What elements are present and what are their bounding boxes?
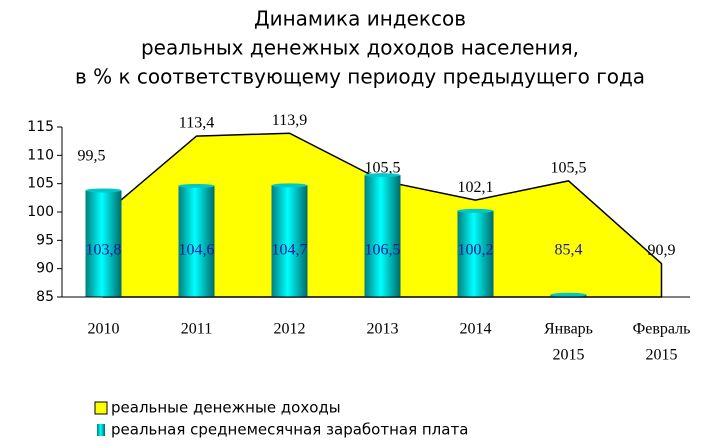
legend-swatch (97, 424, 105, 436)
x-tick-label: 2012 (274, 321, 306, 338)
data-label: 99,5 (78, 148, 106, 165)
bar (178, 185, 215, 297)
data-label: 105,5 (365, 160, 401, 177)
x-tick-label: Январь (544, 321, 593, 338)
chart-title: Динамика индексов (254, 7, 466, 31)
x-tick-label: 2011 (181, 321, 212, 338)
bar-top (178, 183, 215, 188)
bar (457, 210, 494, 297)
x-tick-label: 2010 (88, 321, 120, 338)
legend-label: реальная среднемесячная заработная плата (111, 421, 468, 439)
data-label: 90,9 (648, 242, 676, 259)
data-label: 104,6 (179, 242, 215, 259)
x-tick-label: 2015 (646, 347, 678, 364)
x-tick-label: Февраль (633, 321, 691, 338)
legend-label: реальные денежные доходы (111, 399, 341, 417)
bar-top (550, 292, 587, 297)
data-label: 103,8 (86, 242, 122, 259)
y-tick-label: 115 (27, 119, 54, 135)
data-label: 104,7 (272, 242, 308, 259)
data-label: 113,4 (179, 115, 214, 132)
legend-swatch (94, 401, 108, 415)
x-tick-label: 2013 (367, 321, 399, 338)
y-tick-label: 85 (36, 289, 54, 305)
data-label: 105,5 (551, 160, 587, 177)
chart-title: в % к соответствующему периоду предыдуще… (75, 65, 645, 89)
bar-top (85, 188, 122, 193)
y-tick-label: 105 (27, 176, 54, 192)
y-tick-label: 95 (36, 232, 54, 248)
data-label: 102,1 (458, 179, 494, 196)
bar-top (364, 173, 401, 178)
y-tick-label: 110 (27, 147, 54, 163)
y-tick-label: 90 (36, 261, 54, 277)
data-label: 85,4 (555, 242, 583, 259)
y-tick-label: 100 (27, 204, 54, 220)
data-label: 113,9 (272, 112, 307, 129)
bar-top (271, 183, 308, 188)
bar (364, 175, 401, 297)
bar (85, 190, 122, 297)
bar-top (457, 208, 494, 213)
data-label: 100,2 (458, 242, 494, 259)
bar (271, 185, 308, 297)
x-tick-label: 2015 (553, 347, 585, 364)
data-label: 106,5 (365, 242, 401, 259)
x-tick-label: 2014 (460, 321, 492, 338)
chart-title: реальных денежных доходов населения, (141, 36, 579, 60)
